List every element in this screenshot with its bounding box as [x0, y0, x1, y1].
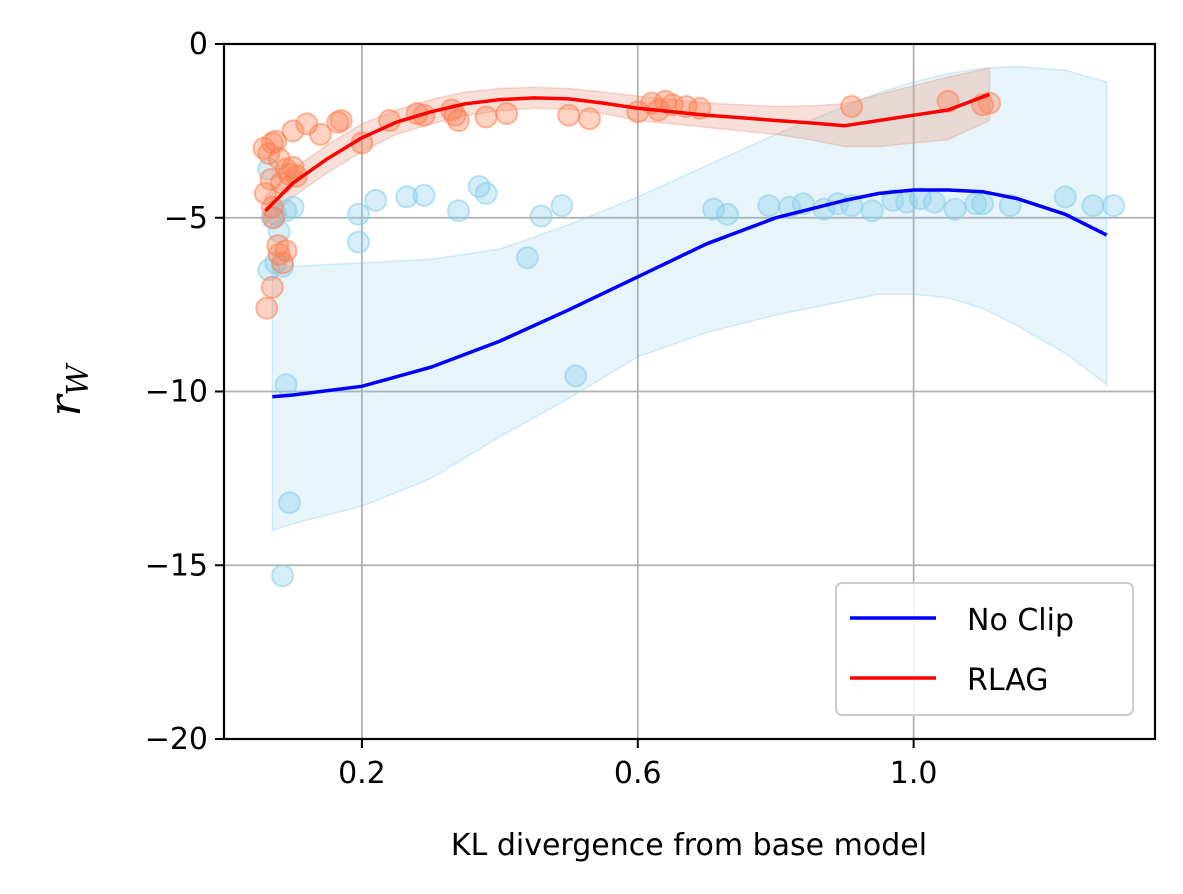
x-tick-label: 1.0	[890, 756, 938, 791]
scatter-point-rlag	[495, 102, 519, 125]
scatter-points	[252, 89, 1126, 588]
scatter-point-no-clip	[271, 564, 295, 588]
scatter-point-no-clip	[347, 230, 370, 254]
scatter-point-rlag	[284, 164, 308, 188]
scatter-point-no-clip	[860, 199, 884, 223]
confidence-band-no-clip	[271, 65, 1108, 532]
scatter-point-no-clip	[1102, 194, 1126, 218]
scatter-point-no-clip	[1081, 194, 1105, 218]
scatter-point-rlag	[309, 122, 332, 146]
scatter-point-no-clip	[909, 187, 932, 211]
scatter-point-no-clip	[943, 197, 967, 221]
scatter-point-no-clip	[395, 185, 419, 209]
legend-label-rlag: RLAG	[967, 663, 1049, 698]
scatter-point-no-clip	[757, 194, 781, 218]
scatter-point-no-clip	[515, 246, 539, 270]
x-tick-label: 0.2	[338, 756, 386, 791]
series-line-rlag	[264, 92, 991, 213]
legend-label-no-clip: No Clip	[967, 603, 1074, 638]
scatter-point-no-clip	[715, 202, 739, 226]
scatter-point-no-clip	[364, 188, 388, 212]
axis-ticks: 0.2 0.6 1.0 0 −5 −10 −15 −20	[145, 27, 938, 791]
scatter-point-no-clip	[998, 194, 1022, 218]
scatter-point-no-clip	[971, 192, 995, 216]
scatter-point-rlag	[262, 206, 286, 230]
scatter-point-rlag	[260, 275, 284, 299]
x-tick-label: 0.6	[614, 756, 662, 791]
scatter-point-rlag	[271, 251, 295, 275]
scatter-point-no-clip	[529, 204, 553, 228]
scatter-point-no-clip	[347, 202, 370, 226]
scatter-point-no-clip	[550, 194, 574, 218]
scatter-point-no-clip	[412, 183, 436, 207]
scatter-point-rlag	[840, 95, 864, 118]
scatter-point-rlag	[474, 105, 498, 129]
y-axis-label-subscript: W	[61, 362, 96, 395]
x-axis-label: KL divergence from base model	[451, 828, 927, 863]
y-tick-label: 0	[189, 27, 208, 62]
y-tick-label: −20	[145, 722, 208, 757]
scatter-point-rlag	[255, 296, 279, 320]
series-lines	[264, 92, 1108, 399]
legend: No Clip RLAG	[835, 582, 1134, 716]
scatter-point-no-clip	[447, 199, 470, 223]
scatter-point-no-clip	[564, 364, 588, 388]
scatter-point-no-clip	[274, 373, 298, 397]
y-tick-label: −15	[145, 548, 208, 583]
scatter-point-no-clip	[1053, 185, 1077, 209]
scatter-point-no-clip	[702, 197, 726, 221]
scatter-point-no-clip	[474, 181, 498, 205]
series-line-no-clip	[272, 188, 1108, 399]
y-axis-label-main: r	[40, 393, 91, 417]
scatter-point-rlag	[557, 103, 581, 127]
y-tick-label: −10	[145, 375, 208, 410]
scatter-point-rlag	[253, 181, 277, 205]
scatter-point-rlag	[264, 129, 288, 153]
y-tick-label: −5	[164, 201, 208, 236]
scatter-point-no-clip	[281, 195, 305, 219]
scatter-point-rlag	[281, 119, 305, 143]
scatter-point-rlag	[329, 109, 353, 132]
scatter-point-no-clip	[964, 192, 988, 216]
scatter-point-rlag	[447, 109, 470, 132]
scatter-point-no-clip	[922, 190, 946, 214]
scatter-point-no-clip	[278, 491, 301, 515]
scatter-point-rlag	[578, 107, 601, 131]
legend-box	[835, 582, 1134, 716]
y-axis-label: r W	[40, 362, 96, 416]
